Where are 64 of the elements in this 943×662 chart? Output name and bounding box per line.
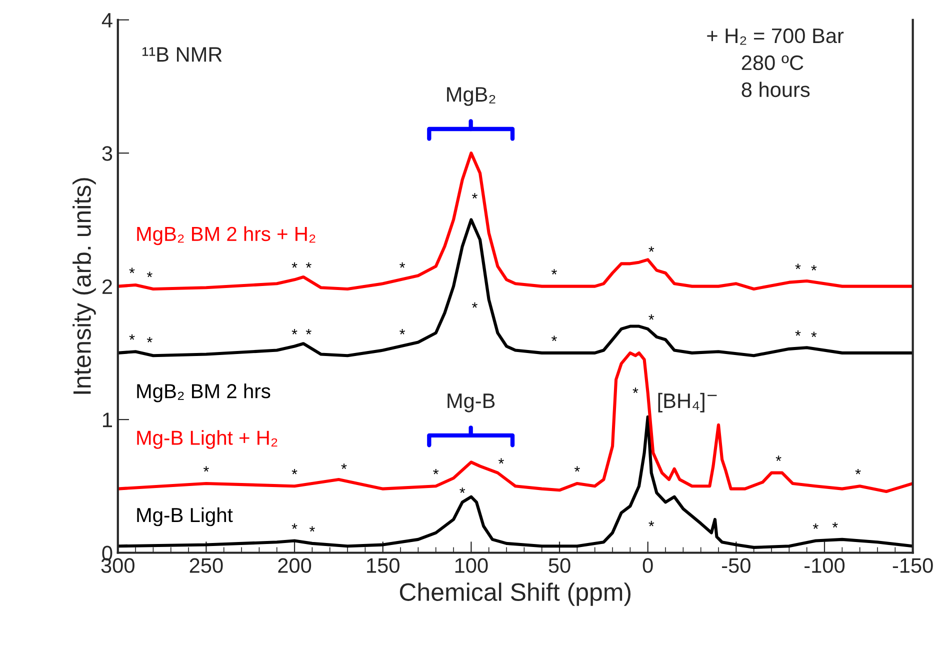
annotation: * xyxy=(498,458,504,464)
annotation: * xyxy=(292,468,298,474)
annotation: * xyxy=(309,526,315,532)
annotation: * xyxy=(648,314,654,320)
annotation: * xyxy=(129,334,135,340)
annotation: * xyxy=(146,272,152,278)
annotation: * xyxy=(400,329,406,334)
annotation: * xyxy=(341,464,347,469)
series-label: Mg-B Light xyxy=(137,507,233,526)
line-series xyxy=(118,351,913,494)
annotation: * xyxy=(306,329,312,334)
y-tick-label: 4 xyxy=(102,13,112,28)
annotation: * xyxy=(795,330,801,336)
annotation: * xyxy=(648,246,654,252)
x-tick-label: 150 xyxy=(367,558,400,573)
annotation: * xyxy=(292,329,298,334)
annotation: * xyxy=(129,268,135,274)
series-label: MgB₂ BM 2 hrs xyxy=(137,384,270,402)
line-series xyxy=(118,415,913,549)
line-series xyxy=(118,218,913,358)
annotation: + H₂ = 700 Bar 280 ºC 8 hours xyxy=(707,28,844,98)
annotation: Mg-B xyxy=(448,394,495,412)
annotation: * xyxy=(795,264,801,270)
x-tick-label: 100 xyxy=(455,558,488,573)
annotation: * xyxy=(203,466,209,472)
annotation: * xyxy=(551,269,557,274)
x-tick-label: 200 xyxy=(278,558,312,573)
annotation: * xyxy=(472,193,478,199)
annotation: [BH₄]$^{−}$ xyxy=(658,392,717,412)
annotation: * xyxy=(292,262,298,268)
annotation: * xyxy=(855,468,861,474)
y-tick-label: 3 xyxy=(102,146,112,161)
annotation: * xyxy=(433,468,439,474)
annotation: * xyxy=(551,336,557,342)
annotation: * xyxy=(292,524,298,529)
line-series xyxy=(118,152,913,291)
annotation: ¹¹B NMR xyxy=(142,47,222,62)
annotation: * xyxy=(306,262,312,268)
annotation: * xyxy=(832,522,838,528)
y-tick-label: 1 xyxy=(103,412,112,428)
x-tick-label: 250 xyxy=(190,558,223,573)
annotation: * xyxy=(812,524,818,529)
y-tick-label: 2 xyxy=(102,279,112,294)
annotation: * xyxy=(811,332,817,338)
x-tick-label: 50 xyxy=(548,558,570,573)
x-tick-label: -100 xyxy=(804,558,845,573)
x-tick-label: -150 xyxy=(892,558,933,573)
annotation: MgB₂ xyxy=(447,87,496,106)
x-tick-label: 300 xyxy=(101,558,134,573)
annotation: * xyxy=(460,488,466,493)
annotation: * xyxy=(648,520,654,526)
annotation: * xyxy=(811,265,817,270)
annotation: * xyxy=(146,337,152,342)
annotation: * xyxy=(574,466,580,472)
annotation: * xyxy=(776,456,782,461)
annotation: * xyxy=(472,302,478,308)
y-axis-title: Intensity (arb. units) xyxy=(72,178,96,394)
annotation: * xyxy=(632,388,638,394)
x-axis-title: Chemical Shift (ppm) xyxy=(400,582,631,606)
series-label: Mg-B Light + H₂ xyxy=(137,430,278,449)
series-label: MgB₂ BM 2 hrs + H₂ xyxy=(137,226,316,246)
x-tick-label: -50 xyxy=(722,558,750,573)
annotation: * xyxy=(400,262,406,268)
x-tick-label: 0 xyxy=(642,558,653,573)
